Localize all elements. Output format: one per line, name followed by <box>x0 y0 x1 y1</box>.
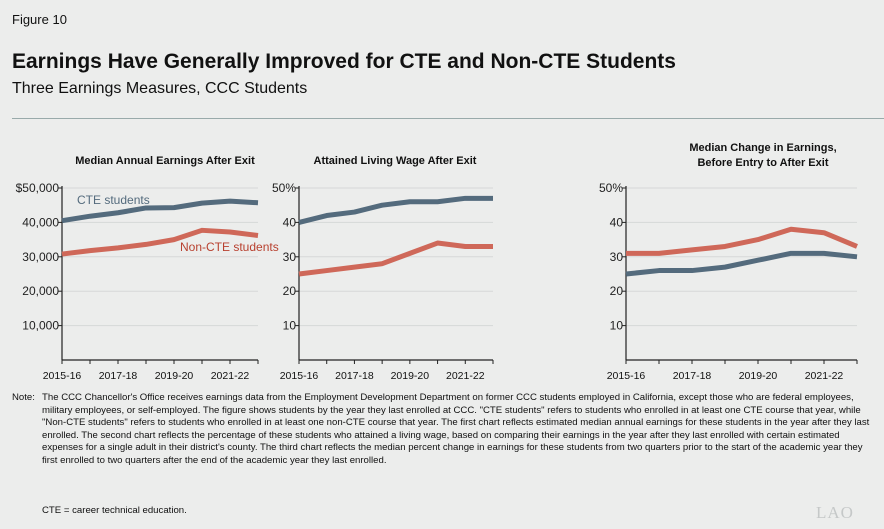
cte-series-line <box>61 198 259 224</box>
x-tick-label: 2019-20 <box>739 370 778 382</box>
x-tick-label: 2021-22 <box>805 370 844 382</box>
y-tick-label: 10 <box>610 319 624 333</box>
y-tick-label: 50% <box>272 181 296 195</box>
note-label: Note: <box>12 392 35 403</box>
figure-label: Figure 10 <box>12 12 67 27</box>
non-cte-series-line <box>626 226 858 256</box>
chart-title: Median Change in Earnings, <box>689 142 836 154</box>
x-tick-label: 2017-18 <box>673 370 712 382</box>
x-tick-label: 2017-18 <box>99 370 138 382</box>
x-tick-label: 2019-20 <box>155 370 194 382</box>
cte-series-label: CTE students <box>77 193 150 207</box>
y-tick-label: 30 <box>610 250 624 264</box>
x-tick-label: 2017-18 <box>335 370 374 382</box>
figure-subtitle: Three Earnings Measures, CCC Students <box>12 80 308 97</box>
non-cte-series-line <box>61 227 259 257</box>
cte-series-line <box>298 195 493 225</box>
chart-title: Before Entry to After Exit <box>697 157 828 169</box>
y-tick-label: 10 <box>283 319 297 333</box>
x-tick-label: 2015-16 <box>280 370 319 382</box>
abbreviation-note: CTE = career technical education. <box>42 505 187 516</box>
figure-title: Earnings Have Generally Improved for CTE… <box>12 50 676 73</box>
y-tick-label: 30,000 <box>22 250 59 264</box>
x-tick-label: 2021-22 <box>211 370 250 382</box>
y-tick-label: 40 <box>610 215 624 229</box>
y-tick-label: 30 <box>283 250 297 264</box>
divider <box>12 118 884 119</box>
chart-title: Median Annual Earnings After Exit <box>75 155 255 167</box>
y-tick-label: 40,000 <box>22 215 59 229</box>
y-tick-label: 50% <box>599 181 623 195</box>
note-text: The CCC Chancellor's Office receives ear… <box>42 392 870 466</box>
y-tick-label: 20,000 <box>22 284 59 298</box>
non-cte-series-label: Non-CTE students <box>180 240 279 254</box>
y-tick-label: 20 <box>610 284 624 298</box>
y-tick-label: 20 <box>283 284 297 298</box>
y-tick-label: 40 <box>283 215 297 229</box>
lao-logo: LAO <box>816 503 854 522</box>
y-tick-label: $50,000 <box>16 181 60 195</box>
cte-series-line <box>625 250 858 277</box>
chart-title: Attained Living Wage After Exit <box>314 155 477 167</box>
x-tick-label: 2021-22 <box>446 370 485 382</box>
x-tick-label: 2019-20 <box>391 370 430 382</box>
x-tick-label: 2015-16 <box>607 370 646 382</box>
y-tick-label: 10,000 <box>22 319 59 333</box>
x-tick-label: 2015-16 <box>43 370 82 382</box>
non-cte-series-line <box>298 240 493 277</box>
note: Note: The CCC Chancellor's Office receiv… <box>12 392 874 468</box>
